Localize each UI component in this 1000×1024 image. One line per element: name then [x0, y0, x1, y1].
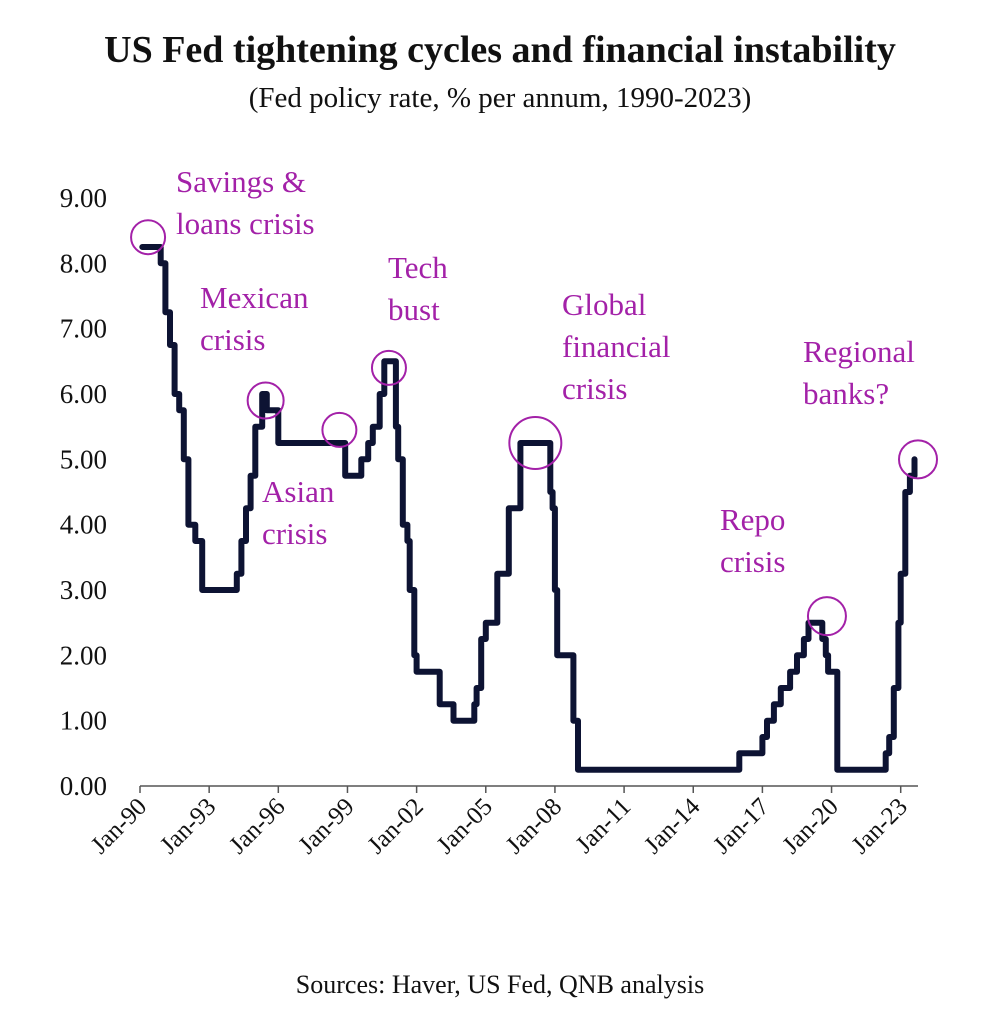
y-tick-label: 2.00	[60, 640, 107, 670]
y-tick-label: 1.00	[60, 706, 107, 736]
crisis-circle	[898, 439, 938, 480]
series-group	[139, 244, 918, 773]
crisis-label: Regional	[803, 334, 915, 369]
y-axis: 0.00 1.00 2.00 3.00 4.00 5.00 6.00 7.00 8.00 9.00	[60, 183, 107, 801]
y-tick-label: 7.00	[60, 314, 107, 344]
x-tick-label: Jan-96	[224, 793, 290, 859]
crisis-label: Mexican	[200, 280, 309, 315]
crisis-label: crisis	[720, 544, 785, 579]
annotation-group: Savings & loans crisis Mexican crisis Asian c…	[130, 164, 938, 637]
y-tick-label: 5.00	[60, 444, 107, 474]
crisis-label: loans crisis	[176, 206, 315, 241]
x-tick-label: Jan-08	[501, 793, 567, 859]
x-tick-label: Jan-14	[639, 793, 706, 860]
crisis-circle	[508, 416, 563, 470]
y-tick-label: 4.00	[60, 510, 107, 540]
x-tick-label: Jan-99	[293, 793, 359, 859]
x-tick-label: Jan-11	[571, 793, 637, 859]
x-tick-label: Jan-05	[432, 793, 498, 859]
chart-title: US Fed tightening cycles and financial i…	[104, 29, 896, 71]
crisis-label: Tech	[388, 250, 448, 285]
crisis-label: bust	[388, 292, 440, 327]
chart-subtitle: (Fed policy rate, % per annum, 1990-2023…	[248, 82, 752, 114]
crisis-label: Repo	[720, 502, 785, 537]
crisis-circle	[370, 349, 407, 386]
crisis-label: financial	[562, 329, 670, 364]
crisis-label: Asian	[262, 474, 335, 509]
x-tick-label: Jan-02	[363, 793, 429, 859]
series-line	[139, 244, 918, 773]
crisis-label: crisis	[262, 516, 327, 551]
chart-source: Sources: Haver, US Fed, QNB analysis	[295, 970, 705, 999]
crisis-label: crisis	[562, 371, 627, 406]
crisis-label: banks?	[803, 376, 889, 411]
crisis-label: Savings &	[176, 164, 306, 199]
x-tick-label: Jan-23	[847, 793, 913, 859]
crisis-label: crisis	[200, 322, 265, 357]
y-tick-label: 3.00	[60, 575, 107, 605]
y-tick-label: 9.00	[60, 183, 107, 213]
crisis-circle	[246, 381, 285, 420]
x-tick-label: Jan-17	[708, 793, 774, 859]
crisis-circle	[806, 596, 847, 637]
crisis-label: Global	[562, 287, 646, 322]
y-tick-label: 8.00	[60, 248, 107, 278]
x-tick-label: Jan-20	[778, 793, 844, 859]
crisis-circle	[321, 411, 358, 448]
y-tick-label: 6.00	[60, 379, 107, 409]
x-axis: Jan-90 Jan-93 Jan-96 Jan-99 Jan-02 Jan-05 Jan-…	[86, 785, 918, 860]
y-tick-label: 0.00	[60, 771, 107, 801]
x-tick-label: Jan-90	[86, 793, 152, 859]
crisis-circle	[130, 219, 167, 256]
x-tick-label: Jan-93	[155, 793, 221, 859]
